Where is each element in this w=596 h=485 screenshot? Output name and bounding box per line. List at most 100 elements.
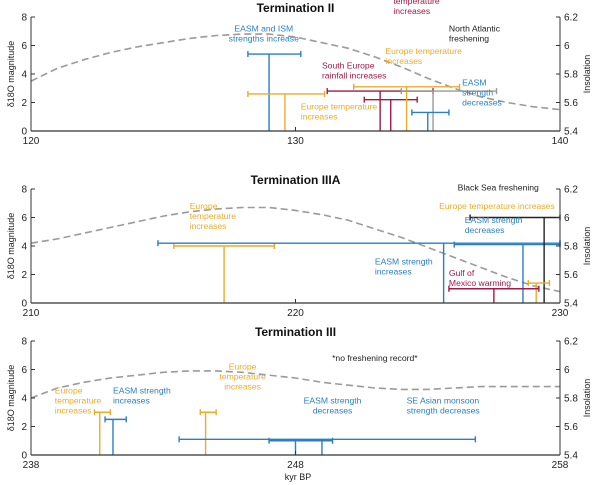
annotation-line: temperature <box>55 396 102 406</box>
annotation-line: Mexico warming <box>449 278 511 288</box>
annotation-line: increases <box>393 6 430 16</box>
event-annotation: South Europe rainfall increases <box>322 60 386 80</box>
annotation-line: increases <box>190 221 227 231</box>
chart-panel-1: Termination II EASM and ISM strengths incr… <box>6 0 592 147</box>
annotation-line: EASM strength <box>113 386 171 396</box>
annotation-line: increases <box>385 56 422 66</box>
x-tick-label: 210 <box>23 308 40 319</box>
annotation-line: strength decreases <box>407 406 480 416</box>
x-axis-label: kyr BP <box>285 472 312 482</box>
y2-tick-label: 6 <box>564 365 570 376</box>
annotation-line: *no freshening record* <box>332 353 418 363</box>
x-tick-label: 258 <box>552 460 569 471</box>
annotation-line: Europe temperature increases <box>439 201 555 211</box>
annotation-line: EASM strength <box>465 215 523 225</box>
annotation-line: Europe temperature <box>301 102 378 112</box>
y-tick-label: 2 <box>21 270 27 281</box>
event-annotation: Europe temperature increases <box>301 102 378 122</box>
annotation-line: decreases <box>313 406 353 416</box>
y-tick-label: 0 <box>21 451 27 462</box>
y-tick-label: 8 <box>21 185 27 196</box>
y2-tick-label: 6.2 <box>564 185 578 196</box>
event-annotation: Europe temperature increases <box>439 201 555 211</box>
event-annotation: EASM strength increases <box>375 257 433 277</box>
y-tick-label: 6 <box>21 213 27 224</box>
y2-axis-label: Insolation <box>582 379 592 418</box>
annotation-line: EASM strength <box>375 257 433 267</box>
insolation-curve <box>30 206 561 293</box>
y2-tick-label: 6.2 <box>564 13 578 24</box>
y-tick-label: 0 <box>21 299 27 310</box>
x-tick-label: 140 <box>552 136 569 147</box>
annotation-line: EASM and ISM <box>234 23 293 33</box>
annotation-line: increases <box>113 396 150 406</box>
annotation-line: increases <box>55 406 92 416</box>
annotation-line: decreases <box>462 97 502 107</box>
y-axis-label: δ18O magnitude <box>6 41 16 108</box>
y2-tick-label: 5.6 <box>564 270 578 281</box>
panel-title: Termination II <box>257 1 335 15</box>
x-tick-label: 238 <box>23 460 40 471</box>
y2-tick-label: 5.4 <box>564 299 578 310</box>
annotation-line: increases <box>375 267 412 277</box>
y-tick-label: 4 <box>21 70 27 81</box>
y-axis-label: δ18O magnitude <box>6 213 16 280</box>
event-annotation: North Americatemperatureincreases <box>393 0 448 16</box>
event-annotation: Europe temperature increases <box>55 386 102 416</box>
y-tick-label: 8 <box>21 337 27 348</box>
event-annotation: Gulf of Mexico warming <box>449 268 511 288</box>
y2-tick-label: 5.8 <box>564 70 578 81</box>
y2-tick-label: 6 <box>564 41 570 52</box>
annotation-line: temperature <box>219 372 266 382</box>
event-annotation: Europe temperature increases <box>190 201 237 231</box>
insolation-curve <box>30 370 560 399</box>
y-tick-label: 2 <box>21 422 27 433</box>
annotation-line: Black Sea freshening <box>458 182 539 192</box>
x-tick-label: 220 <box>287 308 304 319</box>
y-tick-label: 4 <box>21 242 27 253</box>
annotation-line: increases <box>224 382 261 392</box>
annotation-line: Europe <box>190 201 218 211</box>
annotation-line: Europe temperature <box>385 46 462 56</box>
event-annotation: SE Asian monsoon strength decreases <box>407 396 480 416</box>
event-annotation: EASM strength increases <box>113 386 171 406</box>
annotation-line: increases <box>301 112 338 122</box>
y-axis-label: δ18O magnitude <box>6 365 16 432</box>
annotation-line: EASM strength <box>304 396 362 406</box>
y2-tick-label: 5.8 <box>564 394 578 405</box>
y2-axis-label: Insolation <box>582 227 592 266</box>
event-annotation: EASM and ISM strengths increase <box>229 23 299 43</box>
y2-tick-label: 5.8 <box>564 242 578 253</box>
event-annotation: North Atlantic freshening <box>449 23 501 43</box>
y2-tick-label: 6 <box>564 213 570 224</box>
event-annotation: *no freshening record* <box>332 353 418 363</box>
y2-axis-label: Insolation <box>582 55 592 94</box>
event-annotation: EASM strength decreases <box>465 215 523 235</box>
y-tick-label: 4 <box>21 394 27 405</box>
annotation-line: South Europe <box>322 60 375 70</box>
panel-title: Termination IIIA <box>251 173 341 187</box>
y2-tick-label: 5.6 <box>564 422 578 433</box>
annotation-line: Europe <box>229 362 257 372</box>
y2-tick-label: 5.6 <box>564 98 578 109</box>
annotation-line: strength <box>462 87 493 97</box>
y-tick-label: 6 <box>21 41 27 52</box>
panel-title: Termination III <box>255 325 336 339</box>
x-tick-label: 230 <box>552 308 569 319</box>
x-tick-label: 248 <box>287 460 304 471</box>
event-annotation: EASM strength decreases <box>462 77 502 107</box>
x-tick-label: 130 <box>287 136 304 147</box>
event-annotation: Black Sea freshening <box>458 182 539 192</box>
annotation-line: freshening <box>449 33 489 43</box>
annotation-line: decreases <box>465 225 505 235</box>
insolation-curve <box>30 33 561 111</box>
y-tick-label: 0 <box>21 127 27 138</box>
annotation-line: EASM <box>462 77 486 87</box>
y-tick-label: 2 <box>21 98 27 109</box>
annotation-line: Gulf of <box>449 268 475 278</box>
annotation-line: temperature <box>190 211 237 221</box>
event-annotation: EASM strength decreases <box>304 396 362 416</box>
annotation-line: strengths increase <box>229 33 299 43</box>
